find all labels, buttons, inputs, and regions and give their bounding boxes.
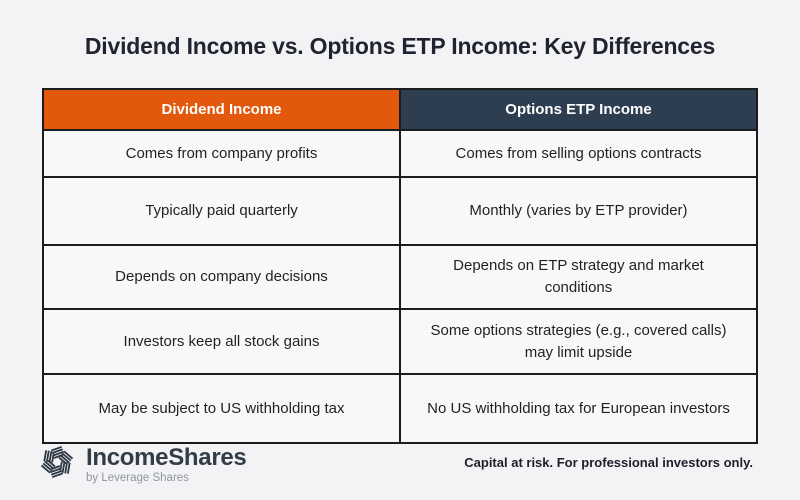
cell-dividend-gains: Investors keep all stock gains (42, 308, 401, 375)
cell-dividend-tax: May be subject to US withholding tax (42, 373, 401, 444)
cell-dividend-frequency: Typically paid quarterly (42, 176, 401, 246)
header-dividend-income: Dividend Income (42, 88, 401, 131)
risk-disclaimer: Capital at risk. For professional invest… (464, 455, 753, 470)
table-row: Typically paid quarterly Monthly (varies… (42, 176, 758, 246)
table-row: Investors keep all stock gains Some opti… (42, 308, 758, 375)
cell-dividend-source: Comes from company profits (42, 129, 401, 178)
table-row: Depends on company decisions Depends on … (42, 244, 758, 310)
page-title: Dividend Income vs. Options ETP Income: … (84, 33, 716, 59)
incomeshares-logo-icon (38, 441, 76, 488)
comparison-table: Dividend Income Options ETP Income Comes… (42, 88, 758, 444)
cell-options-gains: Some options strategies (e.g., covered c… (399, 308, 758, 375)
cell-options-frequency: Monthly (varies by ETP provider) (399, 176, 758, 246)
brand-tagline: by Leverage Shares (86, 472, 189, 485)
table-row: May be subject to US withholding tax No … (42, 373, 758, 444)
cell-dividend-dependency: Depends on company decisions (42, 244, 401, 310)
brand-lockup: IncomeShares by Leverage Shares (38, 441, 247, 488)
table-header-row: Dividend Income Options ETP Income (42, 88, 758, 131)
header-options-etp-income: Options ETP Income (399, 88, 758, 131)
brand-name: IncomeShares (86, 443, 247, 471)
table-row: Comes from company profits Comes from se… (42, 129, 758, 178)
cell-options-dependency: Depends on ETP strategy and market condi… (399, 244, 758, 310)
cell-options-tax: No US withholding tax for European inves… (399, 373, 758, 444)
cell-options-source: Comes from selling options contracts (399, 129, 758, 178)
